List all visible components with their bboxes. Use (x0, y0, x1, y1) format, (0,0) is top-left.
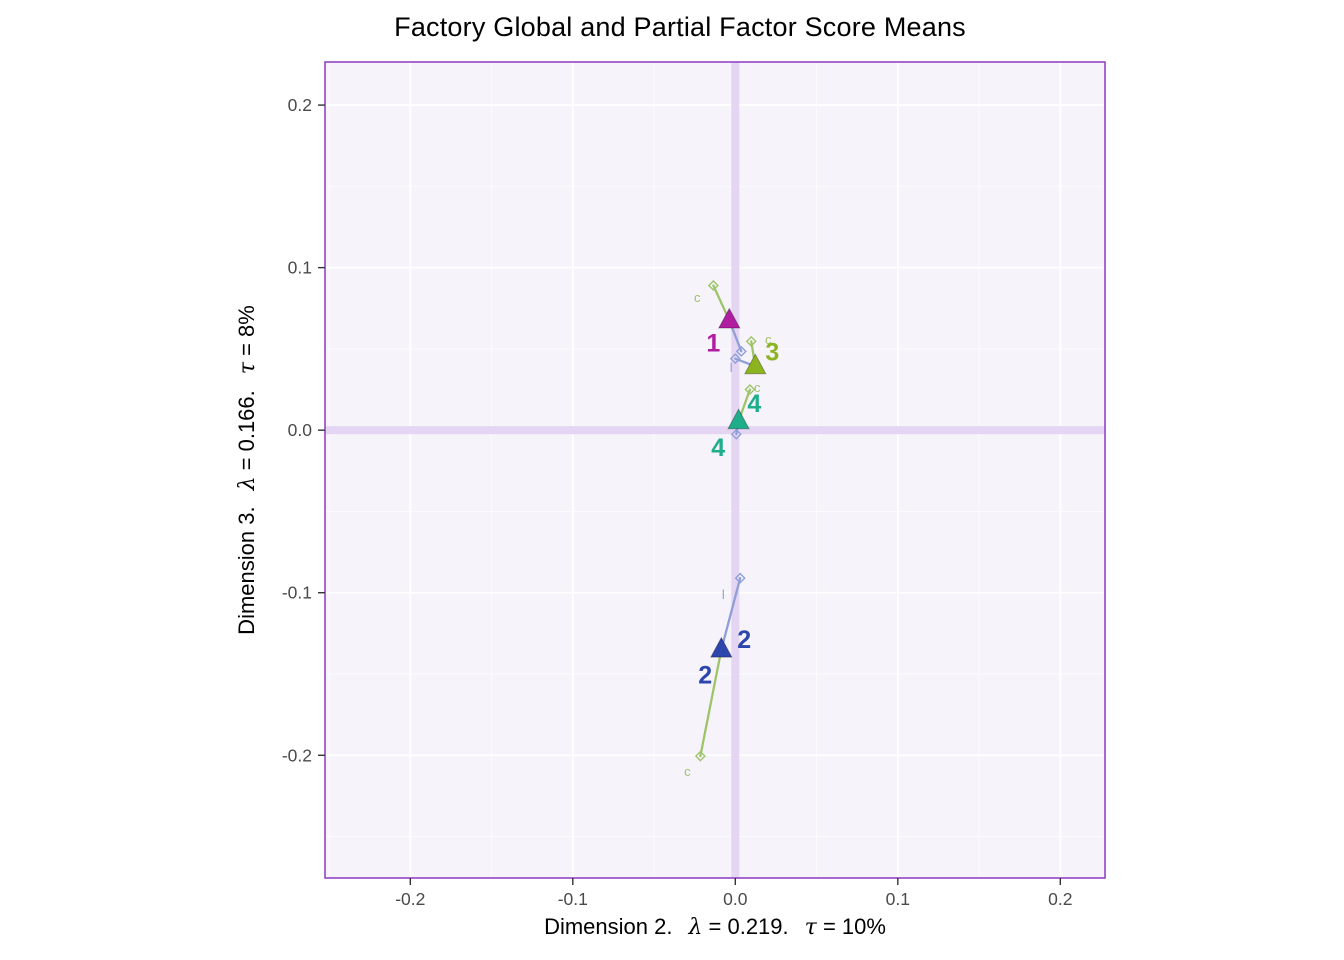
partial-label-c-group-4: c (754, 380, 761, 395)
partial-label-c-group-2: c (684, 764, 691, 779)
global-mean-group-1 (717, 307, 741, 329)
partial-score-c-group-4 (744, 384, 756, 396)
x-tick-label: -0.2 (395, 889, 425, 909)
plot-panel (325, 62, 1105, 878)
group-label-1: 1 (706, 329, 720, 357)
partial-label-c-group-3: c (765, 332, 772, 347)
y-tick-label: -0.1 (282, 583, 312, 603)
x-axis-lambda-value: = 0.219. (702, 914, 789, 939)
partial-label-l-group-3: l (730, 360, 733, 375)
group-label-3: 3 (765, 338, 779, 366)
tau-symbol: τ (235, 362, 260, 375)
group-label-4: 4 (711, 434, 725, 462)
y-tick-label: 0.2 (288, 95, 312, 115)
chart-title: Factory Global and Partial Factor Score … (394, 12, 966, 42)
panel-border (324, 61, 1106, 879)
y-tick-label: 0.0 (288, 420, 313, 440)
group-label-2: 2 (737, 626, 751, 654)
partial-score-c-group-3 (745, 335, 757, 347)
partial-score-l-group-1 (735, 345, 747, 357)
global-mean-group-4 (727, 408, 750, 430)
lambda-symbol: λ (235, 476, 260, 491)
zero-line-vertical (731, 62, 740, 878)
partial-score-l-group-3 (729, 353, 741, 365)
x-tick-label: 0.1 (886, 889, 910, 909)
y-axis-dimension-label: Dimension 3. (234, 506, 259, 635)
partial-score-l-group-2 (734, 572, 746, 584)
y-axis-tau-value: = 8% (234, 305, 259, 363)
y-tick-label: 0.1 (288, 258, 312, 278)
group-label-4: 4 (747, 390, 761, 418)
x-axis-title: Dimension 2. λ = 0.219. τ = 10% (544, 914, 886, 940)
x-tick-label: -0.1 (558, 889, 588, 909)
x-tick-label: 0.0 (723, 889, 748, 909)
partial-label-l-group-2: l (722, 587, 725, 602)
partial-score-c-group-2 (694, 750, 706, 762)
partial-line-l-group-2 (720, 576, 742, 651)
partial-score-l-group-4 (730, 428, 742, 440)
zero-line-horizontal (325, 426, 1105, 435)
x-axis-tau-value: = 10% (816, 914, 886, 939)
partial-label-c-group-1: c (694, 290, 701, 305)
y-tick-label: -0.2 (282, 745, 312, 765)
lambda-symbol: λ (688, 915, 703, 940)
partial-score-c-group-1 (707, 280, 719, 291)
y-axis-lambda-value: = 0.166. (234, 390, 259, 477)
tau-symbol: τ (804, 915, 817, 940)
partial-line-c-group-2 (699, 648, 723, 758)
y-axis-title: Dimension 3. λ = 0.166. τ = 8% (234, 305, 260, 635)
group-label-2: 2 (698, 662, 712, 690)
global-mean-group-3 (743, 353, 767, 375)
global-mean-group-2 (710, 636, 733, 658)
x-axis-dimension-label: Dimension 2. (544, 914, 673, 939)
x-tick-label: 0.2 (1048, 889, 1072, 909)
